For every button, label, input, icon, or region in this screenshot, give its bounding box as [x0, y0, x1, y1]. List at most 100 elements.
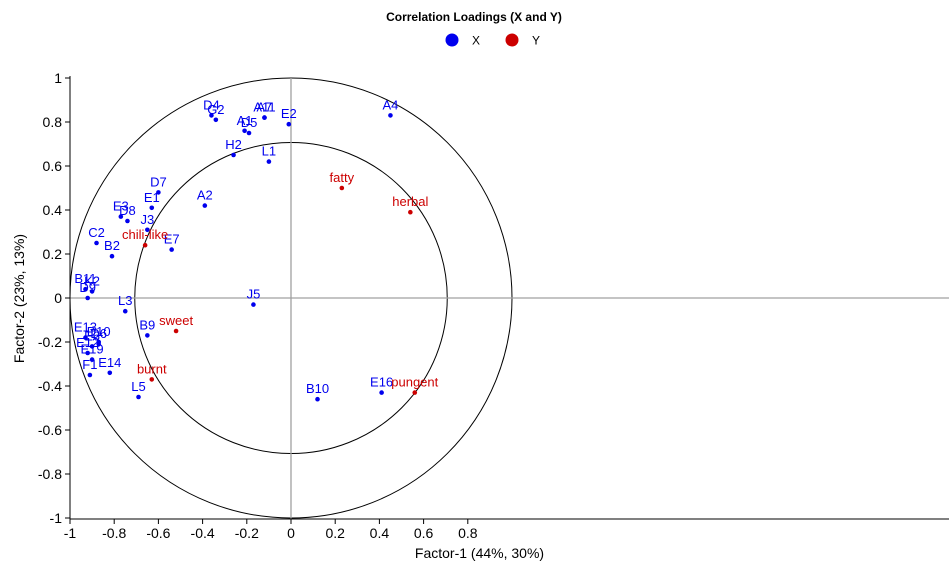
y-tick-label: 1	[54, 70, 62, 86]
legend-marker-y	[505, 33, 519, 47]
point-label-D9: D9	[79, 280, 96, 295]
point-label-E3: E3	[113, 199, 129, 214]
x-axis-title: Factor-1 (44%, 30%)	[415, 545, 544, 561]
point-label-L3: L3	[118, 293, 132, 308]
point-pungent	[412, 390, 418, 395]
point-label-D8: D8	[119, 203, 136, 218]
point-label-B10: B10	[306, 381, 329, 396]
point-label-B9: B9	[139, 317, 155, 332]
point-label-J3: J3	[140, 212, 154, 227]
point-E1	[149, 205, 155, 211]
point-label-E16: E16	[370, 375, 393, 390]
point-H2	[231, 152, 236, 158]
y-tick-label: 0	[54, 290, 62, 306]
point-A2	[202, 203, 208, 208]
point-J5	[251, 302, 256, 307]
point-C2	[94, 240, 99, 246]
point-herbal	[408, 209, 413, 215]
point-label-fatty: fatty	[330, 170, 355, 185]
point-G2	[213, 117, 219, 123]
point-label-E7: E7	[164, 232, 180, 247]
point-B10	[315, 396, 320, 402]
point-label-L5: L5	[131, 379, 145, 394]
point-label-C2: C2	[88, 225, 105, 240]
point-label-B11: B11	[74, 271, 96, 286]
point-A4	[388, 113, 393, 118]
point-label-D5: D5	[241, 115, 258, 130]
point-label-K2: K2	[84, 273, 100, 288]
point-D6	[96, 341, 102, 347]
point-burnt	[149, 377, 155, 382]
x-tick-label: -0.6	[146, 525, 170, 541]
point-E16	[379, 390, 384, 395]
point-E7	[169, 247, 174, 252]
point-label-B2: B2	[104, 238, 120, 253]
series-y: fatty herbal chili-like sweet burnt pungent	[122, 170, 439, 395]
y-tick-label: -0.8	[38, 466, 62, 482]
point-E14	[107, 370, 113, 376]
x-tick-label: -0.8	[102, 525, 126, 541]
point-L3	[122, 308, 128, 314]
point-K2	[89, 289, 95, 294]
point-B11	[83, 286, 88, 292]
y-tick-label: 0.6	[43, 158, 63, 174]
point-label-H2: H2	[225, 137, 242, 152]
point-A1	[242, 128, 247, 134]
legend-label-y: Y	[532, 34, 540, 48]
point-label-D10: D10	[87, 324, 111, 339]
point-D5	[246, 130, 252, 136]
x-tick-label: 0.4	[370, 525, 390, 541]
point-E19	[89, 357, 95, 362]
point-D4	[209, 113, 214, 118]
point-label-F1: F1	[82, 357, 97, 372]
point-sweet	[173, 328, 179, 334]
x-tick-label: -0.2	[235, 525, 259, 541]
point-label-sweet: sweet	[159, 313, 193, 328]
y-tick-label: -0.4	[38, 378, 62, 394]
point-D8	[125, 218, 130, 224]
y-tick-label: -0.2	[38, 334, 62, 350]
point-label-E19: E19	[81, 342, 104, 357]
point-label-E6: E6	[84, 328, 100, 343]
chart-title: Correlation Loadings (X and Y)	[386, 10, 562, 24]
point-label-pungent: pungent	[391, 375, 438, 390]
point-E2	[286, 121, 292, 127]
point-E12	[85, 350, 90, 356]
point-label-E1: E1	[144, 190, 160, 205]
point-label-burnt: burnt	[137, 361, 167, 376]
point-label-A11: A11	[253, 100, 275, 115]
point-A11	[262, 115, 267, 120]
point-E3	[118, 214, 124, 219]
x-tick-label: -0.4	[191, 525, 215, 541]
x-tick-label: -1	[64, 525, 77, 541]
point-label-D6: D6	[90, 326, 107, 341]
point-B2	[109, 253, 115, 259]
legend-label-x: X	[472, 34, 480, 48]
x-tick-label: 0.6	[414, 525, 434, 541]
point-F1	[87, 372, 93, 378]
point-label-J5: J5	[247, 287, 261, 302]
point-label-A7: A7	[257, 100, 273, 115]
point-label-chili-like: chili-like	[122, 227, 168, 242]
point-E6	[89, 344, 95, 349]
y-axis-title: Factor-2 (23%, 13%)	[11, 234, 27, 363]
point-label-D4: D4	[203, 97, 220, 112]
point-chili-like	[142, 242, 148, 248]
y-tick-label: 0.8	[43, 114, 63, 130]
point-fatty	[339, 185, 345, 191]
point-D9	[85, 295, 90, 301]
point-E13	[83, 335, 88, 340]
legend-marker-x	[445, 33, 459, 47]
point-D7	[156, 190, 161, 195]
point-label-E13: E13	[74, 320, 97, 335]
x-tick-label: 0.2	[325, 525, 345, 541]
point-label-E14: E14	[98, 355, 121, 370]
point-label-E2: E2	[281, 106, 297, 121]
x-tick-label: 0	[287, 525, 295, 541]
point-L5	[136, 394, 141, 400]
x-tick-label: 0.8	[458, 525, 478, 541]
